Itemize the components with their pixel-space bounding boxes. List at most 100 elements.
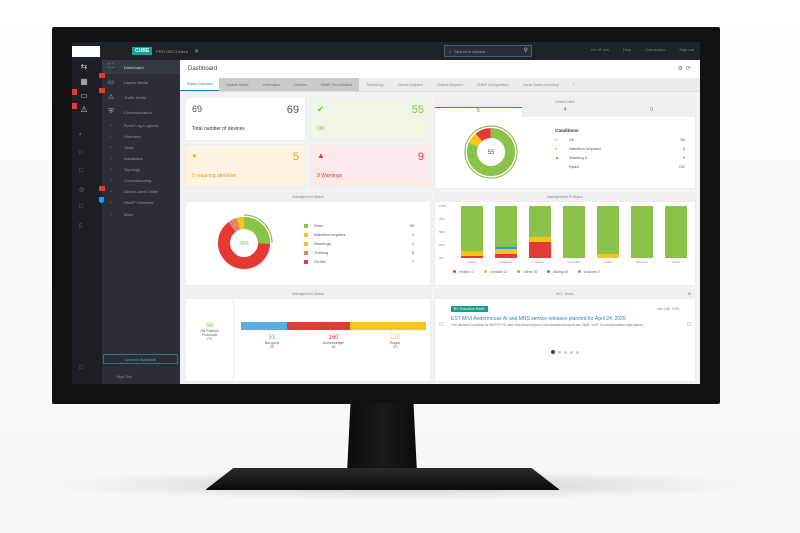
alert-table-icon: · bbox=[109, 187, 113, 195]
tab-snmp-errors[interactable]: SNMP Errors/Status bbox=[313, 78, 360, 91]
sidebar-item-label: Event Log Logbook bbox=[124, 122, 159, 128]
sidebar-item-tools[interactable]: · Tools bbox=[102, 140, 180, 154]
tab-technology[interactable]: Technology bbox=[366, 82, 384, 87]
bar-column[interactable] bbox=[495, 206, 517, 258]
tab-update-status[interactable]: Update Status bbox=[219, 78, 256, 91]
chart-legend: Healthy 72 Unstable 22 Online 78 Waiting 28… bbox=[453, 270, 693, 274]
bar-segment bbox=[665, 206, 687, 258]
bars-area bbox=[455, 206, 693, 258]
topology-icon: · bbox=[109, 165, 113, 173]
sidebar-item-installation[interactable]: · Installation bbox=[102, 151, 180, 165]
x-tick-label: Wired bbox=[672, 260, 680, 264]
bar-column[interactable] bbox=[461, 206, 483, 258]
rail-icon[interactable]: □ bbox=[79, 365, 83, 371]
kpi-warnings[interactable]: ▲ 9 9 Warnings bbox=[310, 144, 431, 188]
list-icon: · bbox=[109, 132, 113, 140]
bar-column[interactable] bbox=[665, 206, 687, 258]
rail-icon[interactable]: □ bbox=[79, 204, 83, 210]
sidebar-item-layers[interactable]: ▭ Layers Media bbox=[102, 75, 180, 89]
sidebar-item-commissioning[interactable]: · Commissioning bbox=[102, 173, 180, 187]
next-arrow-icon[interactable]: ◻ bbox=[686, 321, 691, 327]
warning-icon: ⚠ bbox=[107, 94, 115, 101]
rail-icon[interactable]: □ bbox=[79, 150, 83, 156]
tab-device-adoption[interactable]: Device Adoption bbox=[397, 82, 424, 87]
tab-snmp-config[interactable]: SNMP Configuration bbox=[476, 82, 509, 87]
panel-title: Device Infos bbox=[435, 98, 695, 107]
sidebar-item-eventlog[interactable]: · Event Log Logbook bbox=[102, 118, 180, 132]
licence-button[interactable]: Licence Available bbox=[103, 354, 178, 364]
kpi-attention-value: 5 bbox=[292, 151, 299, 163]
bar-column[interactable] bbox=[597, 206, 619, 258]
refresh-icon[interactable]: ⟳ bbox=[685, 66, 694, 72]
tab-devices[interactable]: Devices bbox=[287, 78, 314, 91]
legend-item: Waiting 28 bbox=[546, 270, 568, 274]
sidebar: ⛶ Dashboard ▭ Layers Media ⚠ Traffic Ale… bbox=[99, 60, 180, 384]
bar-column[interactable] bbox=[631, 206, 653, 258]
summary-label: PS bbox=[207, 337, 212, 341]
tab-add[interactable]: + bbox=[572, 82, 575, 87]
search-input[interactable]: ⌕ Search in system ⚲ bbox=[444, 45, 532, 57]
sidebar-item-topology[interactable]: · Topology bbox=[102, 162, 180, 176]
sidebar-item-snmp[interactable]: · SNMP Overview bbox=[102, 195, 180, 209]
kpi-ok-label: OK bbox=[317, 126, 325, 132]
y-tick: 50% bbox=[439, 230, 446, 234]
sidebar-item-device-alerts[interactable]: · Device Alerts Table bbox=[102, 184, 180, 198]
sidebar-item-label: Traffic Alerts bbox=[124, 94, 147, 100]
sidebar-item-more[interactable]: · More bbox=[102, 207, 180, 221]
bar-segment bbox=[495, 249, 517, 255]
logout-link[interactable]: Sign Out bbox=[116, 374, 132, 379]
topbar-items: ret 18 ses Help Connection Sign out bbox=[591, 47, 694, 52]
tab-bar: Status Overview Update Status Informatio… bbox=[180, 78, 700, 92]
sidebar-item-communication[interactable]: ⛨ Communication bbox=[102, 105, 180, 119]
topbar-item-session[interactable]: ret 18 ses bbox=[591, 47, 609, 52]
settings-icon[interactable]: ⚙ bbox=[677, 66, 686, 72]
device-tab-2[interactable]: 4 bbox=[521, 107, 609, 117]
carousel-dot[interactable] bbox=[564, 350, 567, 354]
bar-segment bbox=[563, 206, 585, 258]
monitor-icon[interactable]: ▭ bbox=[80, 91, 88, 100]
monitor-screen: CUBE PRO OBJ 3 micro ✕ ⌕ Search in syste… bbox=[72, 42, 700, 384]
topbar-item-connection[interactable]: Connection bbox=[645, 47, 666, 52]
kpi-total-devices[interactable]: 69 69 Total number of devices bbox=[185, 97, 306, 141]
tab-default-adoption[interactable]: Default Adoption bbox=[437, 82, 463, 87]
topbar-item-signout[interactable]: Sign out bbox=[679, 47, 694, 52]
news-panel: M.C. News ⚙ ◻ ◻ BV Executive Mode June 13… bbox=[434, 289, 696, 382]
kpi-attention[interactable]: ● 5 5 requiring attention bbox=[185, 144, 306, 188]
device-switch-icon[interactable]: ⇆ bbox=[80, 62, 88, 71]
tab-visual-switch[interactable]: Visual Switch Inventory bbox=[522, 82, 559, 87]
prev-arrow-icon[interactable]: ◻ bbox=[439, 321, 444, 327]
sidebar-item-overview[interactable]: · Overview bbox=[102, 129, 180, 143]
grid-icon[interactable]: ▦ bbox=[80, 77, 88, 86]
tab-information[interactable]: Information bbox=[255, 78, 288, 91]
device-tab-1[interactable]: 5 bbox=[435, 107, 522, 117]
check-icon: ✔ bbox=[317, 104, 325, 114]
bar-segment bbox=[597, 254, 619, 258]
bar-column[interactable] bbox=[529, 206, 551, 258]
alert-flag bbox=[99, 73, 105, 78]
rail-icon[interactable]: ▯ bbox=[79, 223, 83, 229]
rail-icon[interactable]: ▪ bbox=[79, 132, 82, 138]
monitor-base bbox=[205, 468, 560, 490]
kpi-ok[interactable]: ✔ 55 OK bbox=[310, 97, 431, 141]
bar-column[interactable] bbox=[563, 206, 585, 258]
sidebar-item-dashboard[interactable]: ⛶ Dashboard bbox=[102, 60, 180, 74]
rail-icon[interactable]: □ bbox=[79, 168, 83, 174]
alert-flag bbox=[72, 103, 77, 109]
device-tab-3[interactable]: 0 bbox=[608, 107, 696, 117]
location-pin-icon[interactable]: ⚲ bbox=[523, 48, 528, 54]
news-headline[interactable]: EST MIVI Andermouse AI and MNS service r… bbox=[451, 316, 626, 322]
kpi-attention-label: 5 requiring attention bbox=[192, 173, 237, 179]
legend-item: Healthy 72 bbox=[453, 270, 474, 274]
carousel-dot[interactable] bbox=[570, 350, 573, 354]
sidebar-item-traffic[interactable]: ⚠ Traffic Alerts bbox=[102, 90, 180, 104]
settings-icon[interactable]: ⚙ bbox=[687, 292, 691, 296]
carousel-dot[interactable] bbox=[576, 350, 579, 354]
tab-status-overview[interactable]: Status Overview bbox=[180, 78, 220, 91]
close-icon[interactable]: ✕ bbox=[193, 48, 199, 55]
topbar-item-help[interactable]: Help bbox=[622, 47, 632, 52]
rail-icon[interactable]: ◎ bbox=[79, 187, 85, 193]
carousel-dot[interactable] bbox=[551, 350, 555, 354]
carousel-dot[interactable] bbox=[558, 350, 561, 354]
info-flag bbox=[99, 197, 104, 203]
alert-icon[interactable]: ⚠ bbox=[80, 105, 88, 114]
